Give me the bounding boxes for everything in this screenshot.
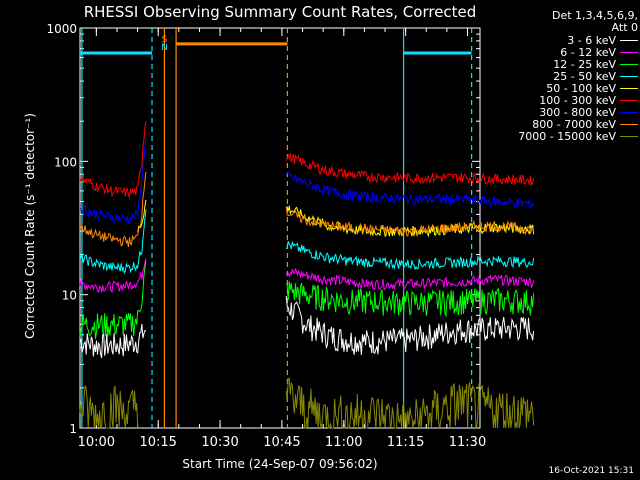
- y-axis-label: Corrected Count Rate (s⁻¹ detector⁻¹): [23, 113, 37, 339]
- legend-entry: 25 - 50 keV: [478, 69, 638, 83]
- x-tick-label: 10:30: [201, 435, 238, 450]
- legend-entry-label: 6 - 12 keV: [560, 45, 616, 59]
- legend-entry-label: 3 - 6 keV: [567, 33, 616, 47]
- legend-entry: 12 - 25 keV: [478, 57, 638, 71]
- series-line: [285, 207, 534, 238]
- legend-entry-label: 7000 - 15000 keV: [518, 129, 616, 143]
- legend-entry-label: 100 - 300 keV: [539, 93, 616, 107]
- legend-entry-label: 300 - 800 keV: [539, 105, 616, 119]
- x-tick-label: 11:00: [325, 435, 362, 450]
- legend-swatch: [620, 75, 638, 77]
- series-line: [79, 323, 147, 359]
- series-line: [79, 121, 147, 199]
- flag-marker-label: S: [162, 35, 168, 45]
- x-tick-label: 10:45: [263, 435, 300, 450]
- legend-entry: 50 - 100 keV: [478, 81, 638, 95]
- plot-frame: [79, 27, 481, 429]
- legend: Det 1,3,4,5,6,9, Att 0 3 - 6 keV 6 - 12 k…: [478, 9, 638, 143]
- chart-title: RHESSI Observing Summary Count Rates, Co…: [84, 3, 477, 21]
- legend-entry: 7000 - 15000 keV: [478, 129, 638, 143]
- x-tick-label: 10:00: [78, 435, 115, 450]
- x-tick-label: 10:15: [139, 435, 176, 450]
- legend-entry-label: 800 - 7000 keV: [532, 117, 616, 131]
- legend-entry: 300 - 800 keV: [478, 105, 638, 119]
- series-line: [79, 209, 147, 275]
- legend-swatch: [620, 87, 638, 89]
- series-line: [285, 240, 535, 271]
- legend-swatch: [620, 123, 638, 125]
- series-line: [79, 385, 139, 430]
- legend-swatch: [620, 39, 638, 41]
- legend-header-attenuator: Att 0: [611, 21, 638, 34]
- legend-entry-label: 50 - 100 keV: [546, 81, 616, 95]
- y-tick-label: 100: [54, 155, 77, 169]
- flag-marker-label: N: [161, 43, 168, 53]
- legend-swatch: [620, 51, 638, 53]
- series-line: [285, 295, 535, 355]
- legend-entry-label: 25 - 50 keV: [553, 69, 616, 83]
- y-tick-label: 1000: [46, 22, 77, 36]
- series-line: [285, 205, 535, 238]
- legend-swatch: [620, 63, 638, 65]
- legend-swatch: [620, 135, 638, 137]
- series-line: [285, 152, 535, 186]
- series-line: [285, 267, 535, 291]
- x-tick-label: 11:15: [387, 435, 424, 450]
- legend-entry: 6 - 12 keV: [478, 45, 638, 59]
- y-tick-label: 1: [69, 422, 77, 436]
- series-line: [79, 258, 147, 294]
- series-line: [285, 281, 535, 318]
- x-tick-label: 11:30: [449, 435, 486, 450]
- y-tick-label: 10: [62, 289, 77, 303]
- legend-header-detectors: Det 1,3,4,5,6,9,: [551, 9, 638, 22]
- legend-swatch: [620, 99, 638, 101]
- legend-swatch: [620, 111, 638, 113]
- timestamp: 16-Oct-2021 15:31: [548, 466, 634, 476]
- series-line: [285, 377, 535, 430]
- legend-entry: 100 - 300 keV: [478, 93, 638, 107]
- legend-entry: 800 - 7000 keV: [478, 117, 638, 131]
- series-line: [79, 171, 147, 247]
- series-line: [79, 260, 147, 339]
- series-line: [285, 170, 535, 209]
- legend-entry-label: 12 - 25 keV: [553, 57, 616, 71]
- legend-entry: 3 - 6 keV: [478, 33, 638, 47]
- x-axis-label: Start Time (24-Sep-07 09:56:02): [182, 457, 377, 471]
- series-line: [79, 135, 147, 225]
- series-line: [137, 199, 147, 232]
